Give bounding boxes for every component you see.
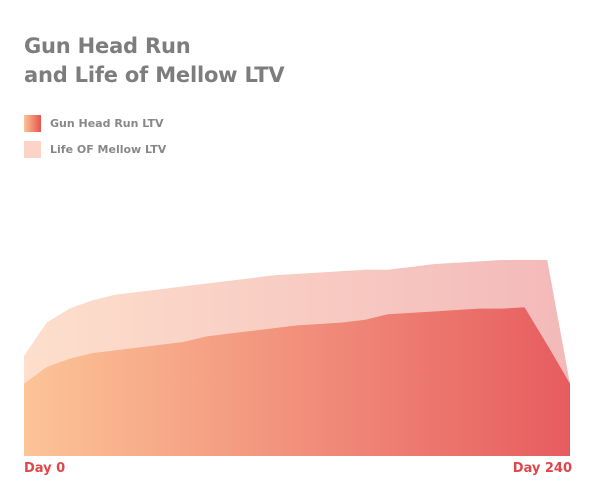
legend-label-gun-head-run: Gun Head Run LTV — [50, 116, 164, 130]
legend-item-life-of-mellow: Life OF Mellow LTV — [24, 140, 166, 158]
legend-label-life-of-mellow: Life OF Mellow LTV — [50, 142, 167, 156]
chart-legend: Gun Head Run LTV Life OF Mellow LTV — [24, 114, 166, 166]
chart-title-line-1: Gun Head Run — [24, 34, 191, 58]
x-axis-start-label: Day 0 — [24, 461, 66, 476]
legend-swatch-life-of-mellow — [24, 140, 41, 158]
legend-swatch-gun-head-run — [24, 114, 41, 132]
x-axis-end-label: Day 240 — [512, 461, 572, 476]
chart-title-line-2: and Life of Mellow LTV — [24, 63, 285, 87]
chart-title: Gun Head Run and Life of Mellow LTV — [24, 32, 285, 90]
legend-item-gun-head-run: Gun Head Run LTV — [24, 114, 166, 132]
